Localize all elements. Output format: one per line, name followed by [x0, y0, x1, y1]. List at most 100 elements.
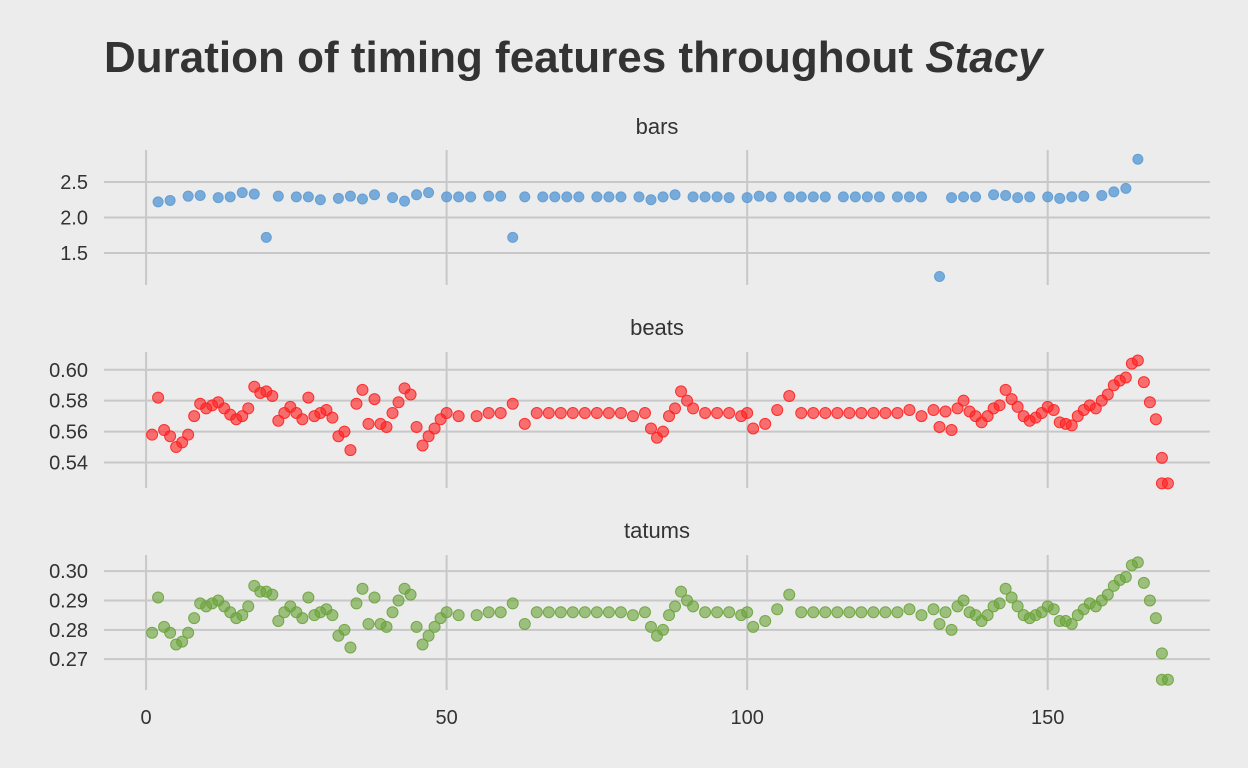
data-point-tatums [146, 626, 159, 639]
data-point-tatums [422, 629, 435, 642]
data-point-bars [236, 187, 248, 199]
data-point-tatums [542, 606, 555, 619]
y-tick-label: 0.56 [49, 422, 88, 444]
data-point-beats [945, 424, 958, 437]
data-point-bars [849, 191, 861, 203]
data-point-bars [387, 192, 399, 204]
data-point-beats [669, 402, 682, 415]
data-point-beats [452, 410, 465, 423]
data-point-bars [537, 191, 549, 203]
y-tick-label: 0.60 [49, 360, 88, 382]
data-point-bars [1132, 153, 1144, 165]
data-point-tatums [452, 609, 465, 622]
data-point-tatums [663, 609, 676, 622]
data-point-beats [759, 417, 772, 430]
data-point-tatums [759, 615, 772, 628]
data-point-beats [326, 411, 339, 424]
data-point-bars [795, 191, 807, 203]
data-point-bars [645, 194, 657, 206]
data-point-bars [290, 191, 302, 203]
data-point-beats [470, 410, 483, 423]
data-point-tatums [338, 623, 351, 636]
data-point-bars [224, 191, 236, 203]
data-point-beats [518, 417, 531, 430]
data-point-bars [441, 191, 453, 203]
data-point-tatums [999, 582, 1012, 595]
data-point-beats [741, 407, 754, 420]
data-point-bars [891, 191, 903, 203]
data-point-tatums [867, 606, 880, 619]
data-point-tatums [428, 620, 441, 633]
data-point-tatums [771, 603, 784, 616]
data-point-bars [495, 190, 507, 202]
data-point-beats [428, 422, 441, 435]
data-point-tatums [795, 606, 808, 619]
data-point-beats [440, 407, 453, 420]
data-point-beats [1101, 388, 1114, 401]
data-point-bars [272, 190, 284, 202]
data-point-bars [507, 231, 519, 243]
y-tick-label: 0.28 [49, 620, 88, 642]
data-point-beats [1149, 413, 1162, 426]
data-point-beats [482, 407, 495, 420]
x-tick-label: 150 [1031, 707, 1064, 729]
y-tick-label: 2.0 [60, 208, 88, 230]
data-point-tatums [669, 600, 682, 613]
data-point-beats [350, 397, 363, 410]
x-axis: 0 50 100 150 [141, 707, 1065, 729]
strip-label-beats: beats [630, 315, 684, 340]
data-point-beats [819, 407, 832, 420]
data-point-tatums [494, 606, 507, 619]
data-point-tatums [1149, 612, 1162, 625]
data-point-beats [843, 407, 856, 420]
data-point-beats [1143, 396, 1156, 409]
data-point-bars [657, 191, 669, 203]
x-tick-label: 100 [730, 707, 763, 729]
data-point-bars [423, 187, 435, 199]
data-point-tatums [176, 635, 189, 648]
data-point-beats [795, 407, 808, 420]
data-point-tatums [386, 606, 399, 619]
data-point-tatums [614, 606, 627, 619]
data-point-tatums [416, 638, 429, 651]
data-point-bars [260, 231, 272, 243]
data-point-tatums [602, 606, 615, 619]
data-point-bars [399, 195, 411, 207]
data-point-tatums [326, 609, 339, 622]
data-point-tatums [1047, 603, 1060, 616]
panel-beats: beats 0.54 0.56 0.58 0.60 [49, 315, 1210, 490]
data-point-beats [933, 420, 946, 433]
data-point-tatums [819, 606, 832, 619]
data-point-tatums [699, 606, 712, 619]
x-tick-label: 50 [435, 707, 457, 729]
data-point-bars [807, 191, 819, 203]
data-point-bars [344, 190, 356, 202]
data-point-tatums [266, 588, 279, 601]
data-point-beats [1065, 419, 1078, 432]
data-point-beats [993, 399, 1006, 412]
data-point-tatums [530, 606, 543, 619]
data-point-beats [410, 420, 423, 433]
data-point-beats [1119, 371, 1132, 384]
data-point-bars [573, 191, 585, 203]
data-point-bars [465, 191, 477, 203]
data-point-tatums [1101, 588, 1114, 601]
data-point-tatums [747, 620, 760, 633]
data-point-bars [1096, 189, 1108, 201]
data-point-bars [946, 192, 958, 204]
data-point-beats [152, 391, 165, 404]
data-point-beats [380, 420, 393, 433]
data-point-tatums [1119, 571, 1132, 584]
data-point-beats [296, 413, 309, 426]
data-point-bars [615, 191, 627, 203]
data-point-bars [903, 191, 915, 203]
data-point-bars [753, 190, 765, 202]
data-point-tatums [404, 588, 417, 601]
data-point-tatums [657, 623, 670, 636]
data-point-tatums [855, 606, 868, 619]
data-point-tatums [638, 606, 651, 619]
y-tick-label: 0.27 [49, 649, 88, 671]
data-point-beats [957, 394, 970, 407]
data-point-tatums [296, 612, 309, 625]
data-point-tatums [1131, 556, 1144, 569]
